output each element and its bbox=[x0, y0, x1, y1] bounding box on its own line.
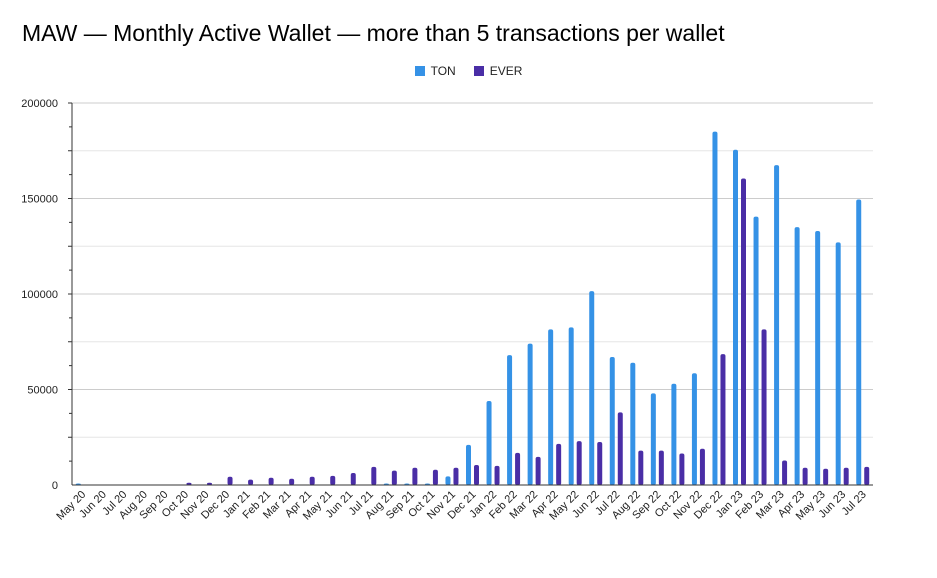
bar-ever bbox=[679, 453, 685, 485]
bar-ton bbox=[753, 216, 759, 485]
bar-ever bbox=[535, 456, 541, 485]
bar-ever bbox=[699, 448, 705, 485]
bar-ever bbox=[864, 466, 870, 485]
bar-ever bbox=[802, 467, 808, 485]
bar-ever bbox=[823, 468, 829, 485]
bar-ton bbox=[548, 329, 554, 485]
bar-ever bbox=[494, 465, 500, 485]
bar-ton bbox=[691, 373, 697, 485]
bar-ever bbox=[330, 475, 336, 485]
bar-ton bbox=[466, 444, 471, 485]
y-tick-label: 150000 bbox=[21, 194, 58, 206]
legend-item-ever[interactable]: EVER bbox=[473, 64, 523, 78]
y-tick-label: 50000 bbox=[27, 385, 58, 397]
bar-ever bbox=[720, 354, 726, 485]
bar-ever bbox=[412, 467, 418, 485]
bar-ton bbox=[856, 199, 862, 485]
bar-ever bbox=[227, 476, 233, 485]
y-tick-label: 0 bbox=[52, 480, 58, 492]
bar-ton bbox=[445, 476, 451, 485]
legend-swatch-ever bbox=[473, 66, 484, 76]
bar-ever bbox=[761, 329, 767, 485]
bar-ever bbox=[617, 412, 623, 485]
bar-ever bbox=[248, 479, 254, 485]
bar-ton bbox=[589, 291, 595, 485]
bar-ever bbox=[371, 466, 377, 485]
legend-label-ever: EVER bbox=[489, 64, 523, 78]
bar-ever bbox=[741, 178, 746, 485]
bar-ever bbox=[556, 443, 562, 485]
y-tick-label: 200000 bbox=[21, 98, 58, 110]
bar-ton bbox=[815, 230, 821, 485]
legend-label-ton: TON bbox=[430, 64, 456, 78]
bar-ever bbox=[289, 478, 295, 485]
bar-ton bbox=[568, 327, 574, 485]
bar-ever bbox=[186, 482, 192, 485]
bar-ever bbox=[597, 442, 603, 485]
bar-ton bbox=[794, 227, 800, 485]
legend-swatch-ton bbox=[414, 66, 425, 76]
bar-ever bbox=[432, 469, 438, 485]
bar-ever bbox=[309, 476, 315, 485]
legend-item-ton[interactable]: TON bbox=[414, 64, 456, 78]
bar-ever bbox=[453, 467, 459, 485]
bar-ton bbox=[486, 400, 492, 485]
bar-ever bbox=[207, 482, 212, 485]
legend: TON EVER bbox=[0, 64, 937, 78]
bar-ever bbox=[576, 441, 582, 485]
bar-ever bbox=[658, 450, 664, 485]
bar-ton bbox=[507, 355, 513, 485]
bar-ever bbox=[268, 477, 274, 485]
bar-ever bbox=[782, 460, 788, 485]
bar-ton bbox=[671, 383, 677, 485]
bar-ever bbox=[638, 450, 644, 485]
bar-ever bbox=[474, 464, 479, 485]
bar-ever bbox=[350, 472, 356, 485]
bar-ever bbox=[515, 452, 521, 485]
bar-ton bbox=[774, 165, 780, 485]
bar-ever bbox=[391, 470, 397, 485]
bar-ton bbox=[712, 131, 718, 485]
bar-ton bbox=[733, 149, 738, 486]
bar-ever bbox=[843, 467, 849, 485]
bar-ton bbox=[650, 393, 656, 485]
chart-title: MAW — Monthly Active Wallet — more than … bbox=[22, 20, 725, 46]
y-tick-label: 100000 bbox=[21, 289, 58, 301]
bar-ton bbox=[835, 242, 841, 485]
bar-ton bbox=[609, 357, 615, 485]
bar-ton bbox=[527, 343, 533, 485]
bar-ton bbox=[630, 362, 636, 485]
